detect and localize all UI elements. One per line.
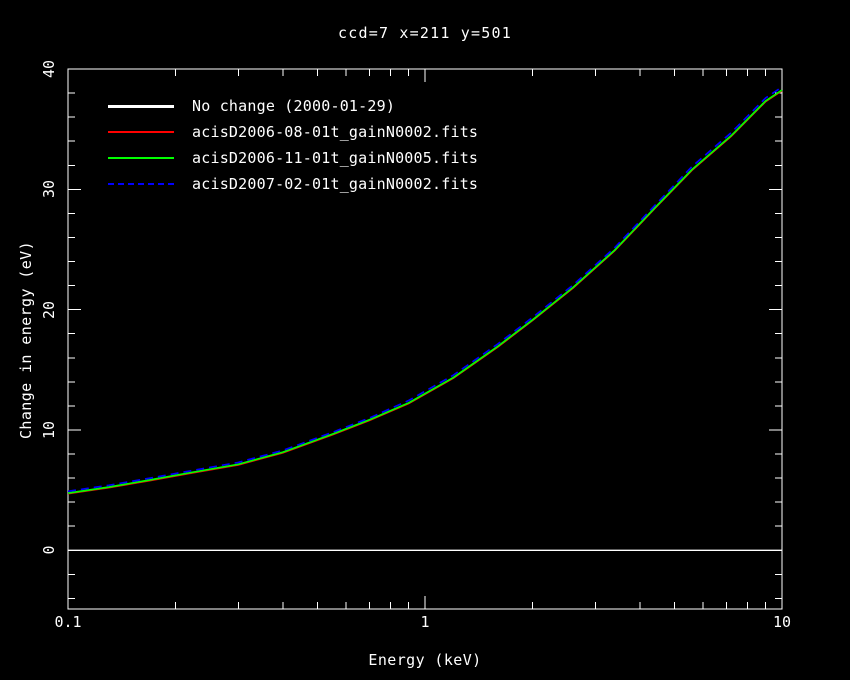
legend-label: acisD2006-11-01t_gainN0005.fits (192, 149, 479, 167)
y-tick-label: 40 (40, 59, 58, 79)
legend-line-sample (108, 183, 174, 185)
series-curve-2 (67, 89, 783, 494)
y-axis-label: Change in energy (eV) (17, 240, 35, 440)
legend-entry: acisD2006-08-01t_gainN0002.fits (108, 119, 478, 145)
legend-label: No change (2000-01-29) (192, 97, 396, 115)
legend-entry: acisD2007-02-01t_gainN0002.fits (108, 171, 478, 197)
legend-line-sample (108, 131, 174, 133)
legend-line-sample (108, 157, 174, 159)
legend-entry: No change (2000-01-29) (108, 93, 478, 119)
y-tick-label: 10 (40, 420, 58, 439)
legend-label: acisD2007-02-01t_gainN0002.fits (192, 175, 479, 193)
legend-line-sample (108, 104, 174, 108)
y-tick-label: 30 (40, 180, 58, 199)
x-tick-label: 10 (772, 613, 792, 631)
series-curve-3 (67, 86, 783, 493)
legend: No change (2000-01-29) acisD2006-08-01t_… (108, 93, 478, 197)
x-tick-label: 1 (420, 613, 430, 631)
legend-entry: acisD2006-11-01t_gainN0005.fits (108, 145, 478, 171)
y-tick-label: 20 (40, 300, 58, 319)
y-tick-label: 0 (40, 545, 58, 555)
x-tick-label: 0.1 (54, 613, 82, 631)
plot-title: ccd=7 x=211 y=501 (338, 24, 512, 42)
legend-label: acisD2006-08-01t_gainN0002.fits (192, 123, 479, 141)
x-axis-label: Energy (keV) (368, 651, 482, 669)
